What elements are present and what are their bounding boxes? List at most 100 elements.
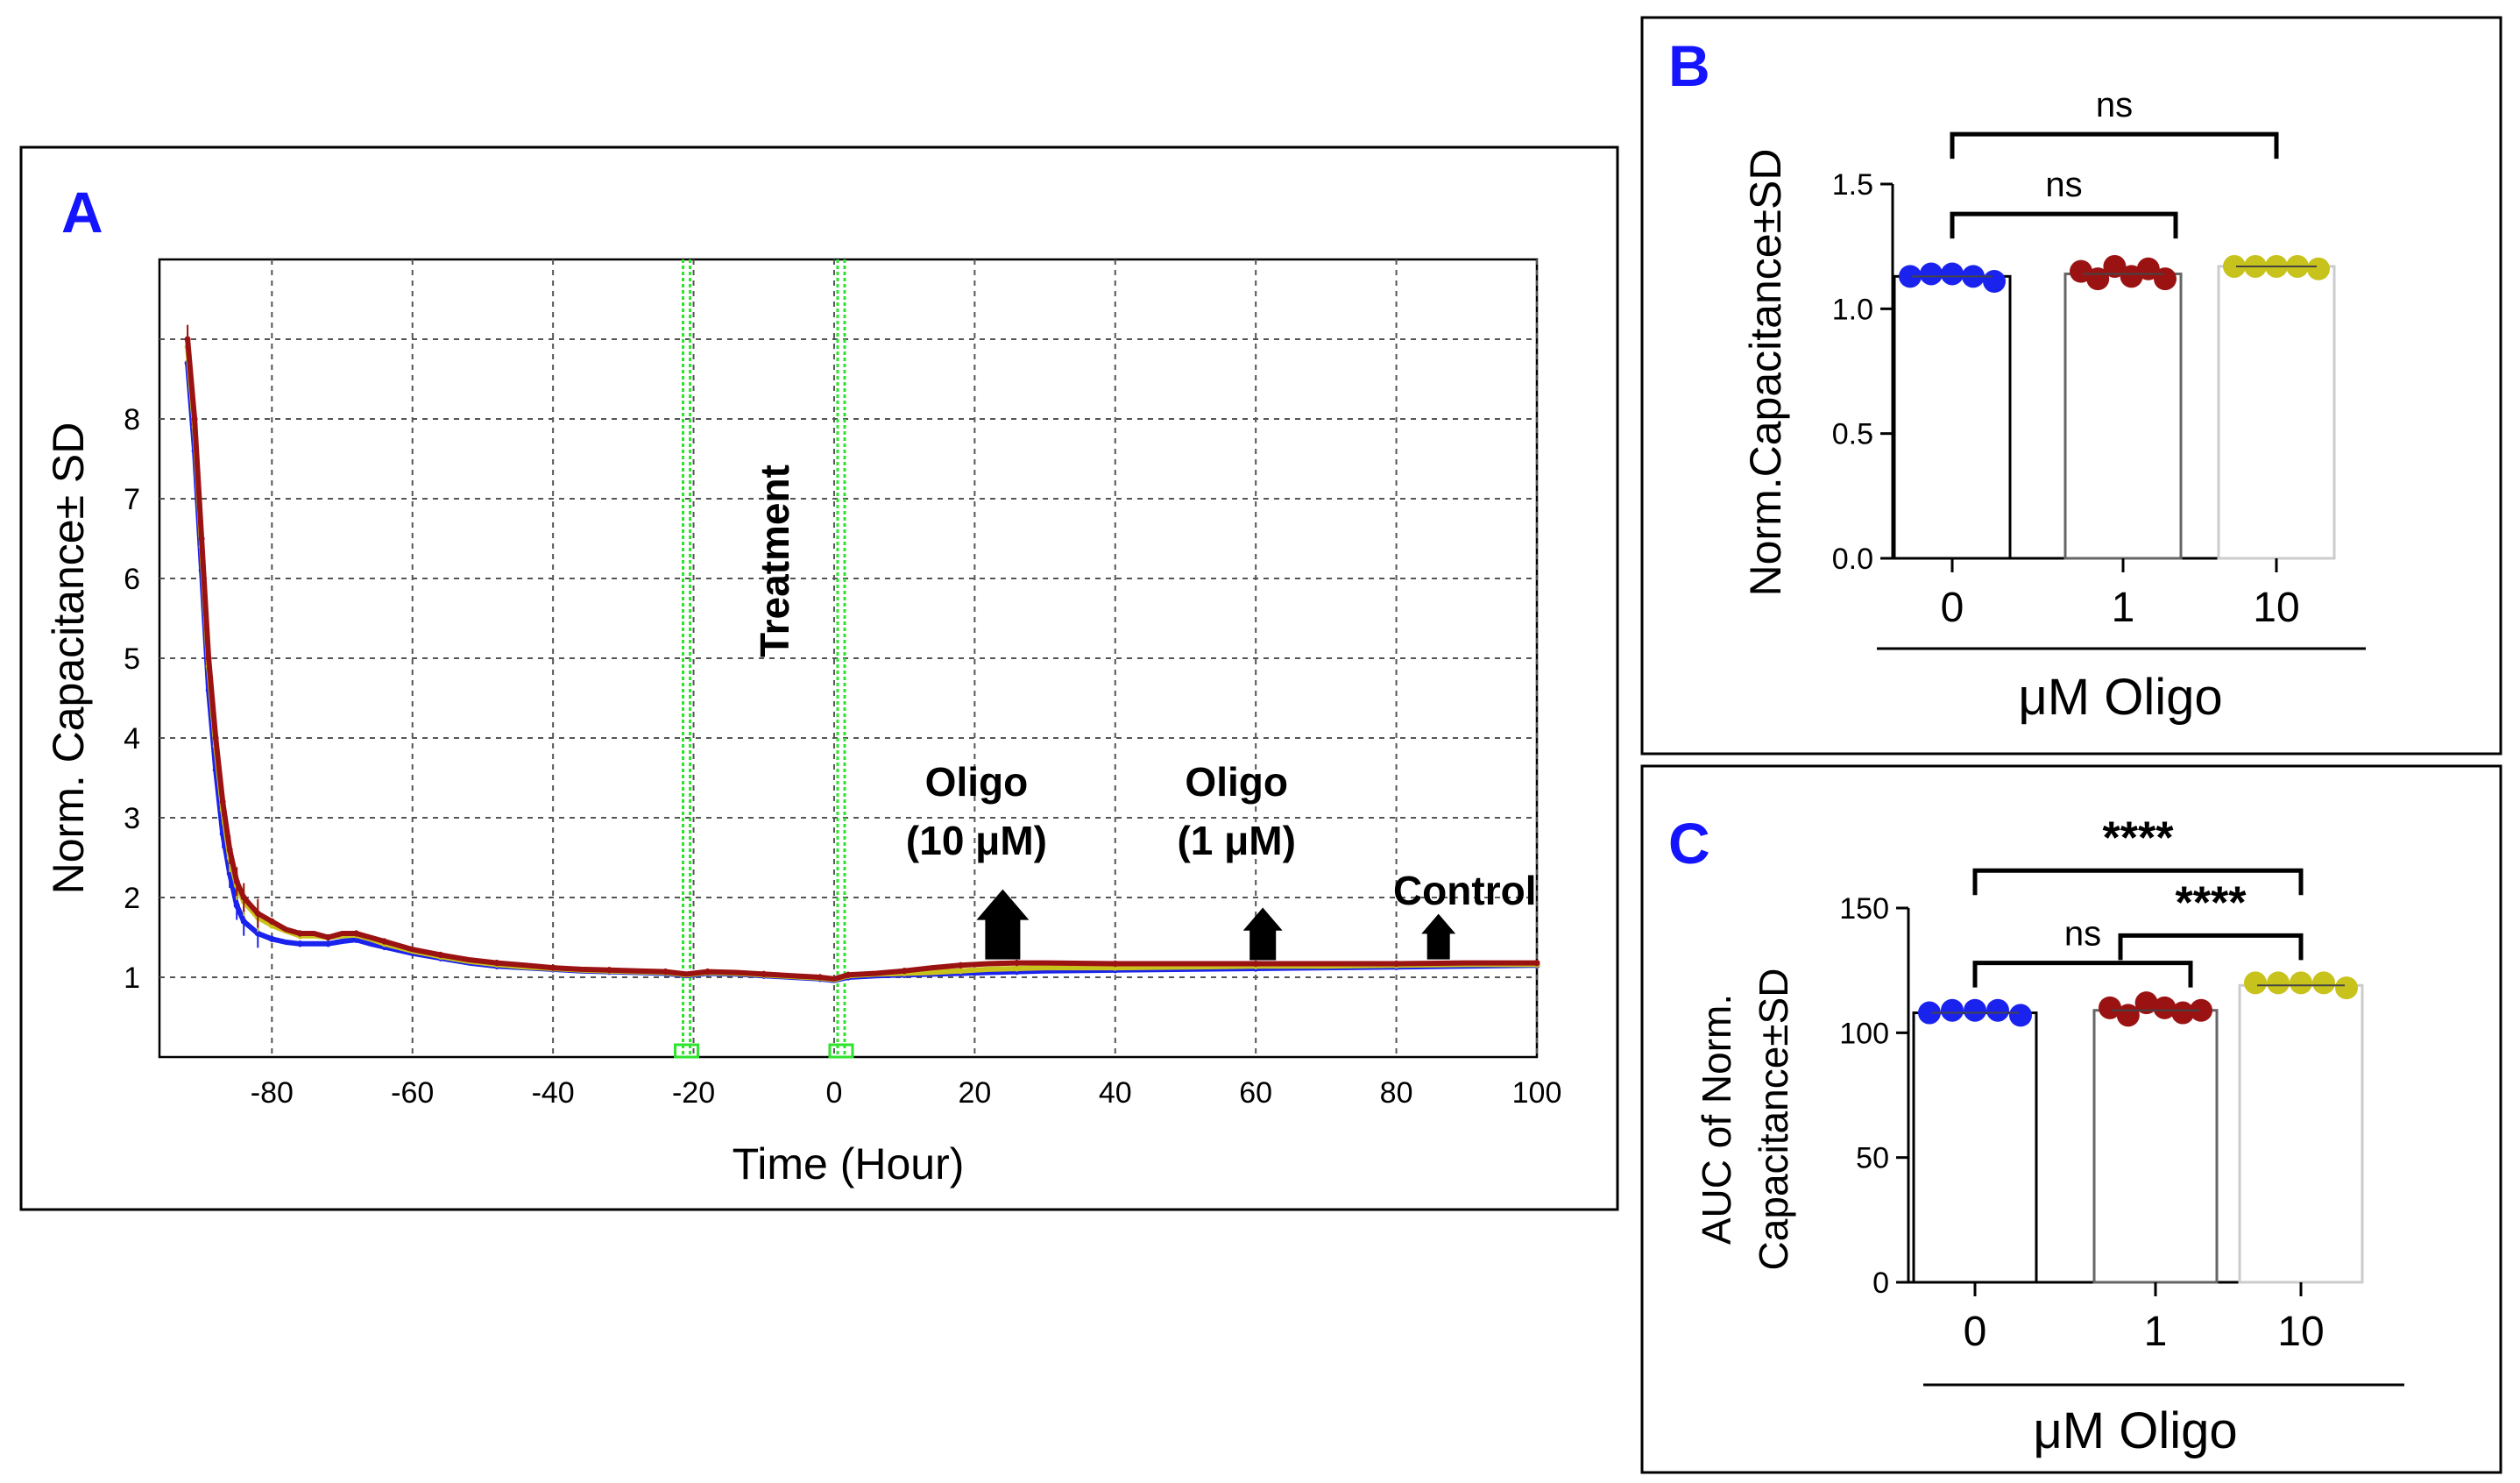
data-point <box>184 336 191 343</box>
data-point <box>2009 1004 2032 1027</box>
data-point <box>1013 960 1020 967</box>
y-tick-label: 1.0 <box>1832 293 1873 326</box>
up-arrow-icon <box>1242 907 1283 961</box>
x-tick-label: 0 <box>825 1076 842 1110</box>
y-tick-label: 150 <box>1839 892 1889 926</box>
x-tick-label: 60 <box>1239 1076 1272 1110</box>
x-tick-label: 80 <box>1380 1076 1413 1110</box>
bar <box>2217 265 2336 560</box>
x-tick-label: 40 <box>1099 1076 1132 1110</box>
bar <box>1893 274 2012 560</box>
panel-b-letter: B <box>1668 33 1710 98</box>
data-point <box>662 969 669 976</box>
panel-a-annotations: Oligo (10 μM) Oligo (1 μM) Control <box>906 759 1537 961</box>
y-tick-label: 1.5 <box>1832 168 1873 202</box>
data-point <box>2103 254 2127 278</box>
data-point <box>2290 971 2312 995</box>
panel-b-y-axis-label: Norm.Capacitance±SD <box>1741 149 1790 597</box>
data-point <box>1393 961 1400 968</box>
y-tick-label: 0 <box>1872 1267 1889 1300</box>
y-tick-label: 100 <box>1839 1017 1889 1050</box>
data-point <box>2171 1001 2195 1025</box>
panel-a-treatment-markers <box>674 259 854 1059</box>
y-tick-label: 3 <box>124 802 140 835</box>
y-tick-label: 0.0 <box>1832 543 1873 576</box>
data-point <box>353 936 360 943</box>
y-tick-label: 50 <box>1856 1142 1889 1175</box>
x-tick-label: -60 <box>391 1076 434 1110</box>
data-point <box>2223 254 2246 278</box>
data-point <box>205 655 212 662</box>
data-point <box>437 952 444 959</box>
data-point <box>1983 270 2006 294</box>
x-tick-label: -20 <box>672 1076 715 1110</box>
data-point <box>1252 961 1259 968</box>
data-point <box>901 968 908 975</box>
data-point <box>233 902 240 909</box>
significance-bracket <box>1972 961 2193 988</box>
data-point <box>957 968 964 975</box>
y-tick-label: 0.5 <box>1832 418 1873 451</box>
treatment-marker-box <box>674 1043 700 1059</box>
annotation-sublabel: (1 μM) <box>1177 818 1295 863</box>
data-point <box>2153 996 2177 1019</box>
data-point <box>240 894 247 901</box>
data-point <box>2154 267 2177 291</box>
annotation-label: Oligo <box>925 759 1029 805</box>
data-point <box>191 415 198 422</box>
annotation-sublabel: (10 μM) <box>906 818 1047 863</box>
panel-c-x-axis-label: μM Oligo <box>2033 1402 2237 1459</box>
annotation-label: Control <box>1393 868 1537 913</box>
panel-a-grid <box>159 259 1538 1057</box>
x-tick-label: 100 <box>1512 1076 1562 1110</box>
x-tick-label: 0 <box>1964 1309 1987 1355</box>
treatment-label: Treatment <box>752 465 797 657</box>
data-point <box>233 878 240 885</box>
significance-bracket <box>1950 211 2178 239</box>
data-point <box>549 964 556 971</box>
data-point <box>268 935 275 942</box>
data-point <box>761 970 768 977</box>
y-tick-label: 8 <box>124 403 140 436</box>
data-point <box>254 930 261 937</box>
data-point <box>2134 991 2158 1015</box>
data-point <box>324 940 331 947</box>
y-tick-label: 5 <box>124 642 140 676</box>
significance-label: ns <box>2064 915 2101 954</box>
data-point <box>296 940 303 947</box>
data-point <box>1112 961 1119 968</box>
panel-a-letter: A <box>61 180 103 245</box>
y-tick-label: 6 <box>124 563 140 596</box>
panel-a-x-ticks: -80 -60 -40 -20 0 20 40 60 80 100 <box>251 1076 1562 1110</box>
data-point <box>1941 998 1964 1022</box>
data-point <box>2099 996 2121 1019</box>
series-line <box>185 346 1537 983</box>
data-point <box>268 918 275 925</box>
data-point <box>254 910 261 917</box>
data-point <box>493 960 500 967</box>
y-tick-label: 1 <box>124 961 140 995</box>
x-tick-label: 10 <box>2253 585 2299 631</box>
data-point <box>845 971 852 978</box>
data-point <box>1918 1001 1941 1025</box>
panel-c-y-axis-label-line2: Capacitance±SD <box>1751 969 1796 1271</box>
bar <box>2063 272 2183 560</box>
data-point <box>226 846 233 853</box>
data-point <box>1986 998 2009 1022</box>
data-point <box>2190 998 2212 1022</box>
data-point <box>1013 965 1020 972</box>
series-line <box>185 338 1537 982</box>
panel-a-frame <box>19 145 1619 1211</box>
panel-c-frame <box>1640 764 2502 1474</box>
significance-bracket <box>1972 868 2304 896</box>
panel-b-x-axis-label: μM Oligo <box>2018 669 2222 726</box>
up-arrow-icon <box>976 889 1030 960</box>
data-point <box>2307 257 2330 280</box>
x-tick-label: 1 <box>2112 585 2135 631</box>
data-point <box>353 930 360 937</box>
data-point <box>2244 971 2267 995</box>
significance-label: **** <box>2176 877 2247 928</box>
data-point <box>704 969 711 976</box>
significance-bracket <box>1950 131 2279 160</box>
